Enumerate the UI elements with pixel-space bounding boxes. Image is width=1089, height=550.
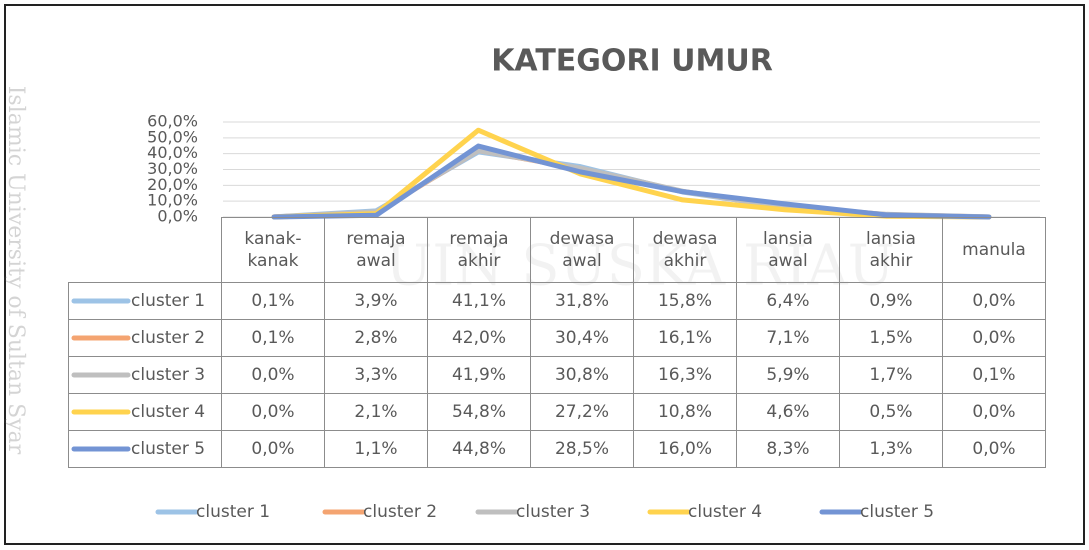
value-label: 5,9% bbox=[736, 356, 840, 394]
value-label: 42,0% bbox=[427, 319, 531, 357]
value-label: 7,1% bbox=[736, 319, 840, 357]
table-series-cell: cluster 2 bbox=[68, 319, 222, 357]
value-label: 16,1% bbox=[633, 319, 737, 357]
legend-label: cluster 5 bbox=[860, 502, 934, 522]
y-tick-label: 50,0% bbox=[147, 127, 198, 146]
value-label: 0,0% bbox=[942, 282, 1046, 320]
value-label: 3,9% bbox=[324, 282, 428, 320]
value-label: 0,0% bbox=[221, 430, 325, 468]
series-name: cluster 2 bbox=[131, 328, 206, 348]
series-name: cluster 3 bbox=[131, 365, 206, 385]
value-label: 6,4% bbox=[736, 282, 840, 320]
category-label: dewasa akhir bbox=[633, 217, 737, 283]
value-label: 4,6% bbox=[736, 393, 840, 431]
series-name: cluster 5 bbox=[131, 439, 206, 459]
table-row: cluster 4 0,0% 2,1% 54,8% 27,2% 10,8% 4,6% 0,5%… bbox=[68, 393, 1046, 431]
category-label: remaja akhir bbox=[427, 217, 531, 283]
table-row: cluster 5 0,0% 1,1% 44,8% 28,5% 16,0% 8,3% 1,3%… bbox=[68, 430, 1046, 468]
table-series-cell: cluster 3 bbox=[68, 356, 222, 394]
value-label: 15,8% bbox=[633, 282, 737, 320]
value-label: 30,8% bbox=[530, 356, 634, 394]
data-table: kanak-kanak remaja awal remaja akhir dewasa… bbox=[68, 217, 1046, 468]
legend-key bbox=[71, 409, 131, 415]
y-tick-label: 10,0% bbox=[147, 191, 198, 210]
value-label: 0,9% bbox=[839, 282, 943, 320]
table-series-cell: cluster 4 bbox=[68, 393, 222, 431]
legend-key bbox=[71, 372, 131, 378]
value-label: 44,8% bbox=[427, 430, 531, 468]
legend-label: cluster 2 bbox=[363, 502, 437, 522]
legend-key bbox=[71, 298, 131, 304]
value-label: 0,0% bbox=[221, 393, 325, 431]
value-label: 16,3% bbox=[633, 356, 737, 394]
y-tick-label: 30,0% bbox=[147, 159, 198, 178]
value-label: 41,9% bbox=[427, 356, 531, 394]
category-label: dewasa awal bbox=[530, 217, 634, 283]
table-row: cluster 3 0,0% 3,3% 41,9% 30,8% 16,3% 5,9% 1,7%… bbox=[68, 356, 1046, 394]
legend-label: cluster 3 bbox=[516, 502, 590, 522]
category-label: remaja awal bbox=[324, 217, 428, 283]
value-label: 3,3% bbox=[324, 356, 428, 394]
watermark: Islamic University of Sultan Syar bbox=[3, 86, 28, 455]
value-label: 27,2% bbox=[530, 393, 634, 431]
value-label: 0,1% bbox=[221, 319, 325, 357]
category-label: kanak-kanak bbox=[221, 217, 325, 283]
category-label: lansia awal bbox=[736, 217, 840, 283]
table-series-cell: cluster 1 bbox=[68, 282, 222, 320]
category-label: manula bbox=[942, 217, 1046, 283]
y-tick-label: 60,0% bbox=[147, 112, 198, 131]
legend-label: cluster 4 bbox=[688, 502, 762, 522]
y-tick-label: 40,0% bbox=[147, 143, 198, 162]
table-row: cluster 2 0,1% 2,8% 42,0% 30,4% 16,1% 7,1% 1,5%… bbox=[68, 319, 1046, 357]
value-label: 2,8% bbox=[324, 319, 428, 357]
value-label: 1,7% bbox=[839, 356, 943, 394]
value-label: 0,0% bbox=[221, 356, 325, 394]
value-label: 16,0% bbox=[633, 430, 737, 468]
value-label: 8,3% bbox=[736, 430, 840, 468]
chart-title: KATEGORI UMUR bbox=[491, 44, 773, 79]
value-label: 10,8% bbox=[633, 393, 737, 431]
value-label: 2,1% bbox=[324, 393, 428, 431]
value-label: 31,8% bbox=[530, 282, 634, 320]
table-corner bbox=[68, 217, 222, 283]
value-label: 1,3% bbox=[839, 430, 943, 468]
value-label: 0,0% bbox=[942, 430, 1046, 468]
value-label: 0,1% bbox=[221, 282, 325, 320]
value-label: 54,8% bbox=[427, 393, 531, 431]
legend-key bbox=[71, 446, 131, 452]
table-series-cell: cluster 5 bbox=[68, 430, 222, 468]
value-label: 0,5% bbox=[839, 393, 943, 431]
value-label: 30,4% bbox=[530, 319, 634, 357]
value-label: 1,5% bbox=[839, 319, 943, 357]
value-label: 1,1% bbox=[324, 430, 428, 468]
value-label: 0,0% bbox=[942, 319, 1046, 357]
value-label: 0,1% bbox=[942, 356, 1046, 394]
series-line bbox=[271, 143, 992, 220]
value-label: 28,5% bbox=[530, 430, 634, 468]
legend-key bbox=[71, 335, 131, 341]
table-row: cluster 1 0,1% 3,9% 41,1% 31,8% 15,8% 6,4% 0,9%… bbox=[68, 282, 1046, 320]
y-tick-label: 20,0% bbox=[147, 175, 198, 194]
series-name: cluster 1 bbox=[131, 291, 206, 311]
legend-label: cluster 1 bbox=[196, 502, 270, 522]
table-header-row: kanak-kanak remaja awal remaja akhir dewasa… bbox=[68, 217, 1046, 283]
value-label: 41,1% bbox=[427, 282, 531, 320]
category-label: lansia akhir bbox=[839, 217, 943, 283]
series-name: cluster 4 bbox=[131, 402, 206, 422]
value-label: 0,0% bbox=[942, 393, 1046, 431]
